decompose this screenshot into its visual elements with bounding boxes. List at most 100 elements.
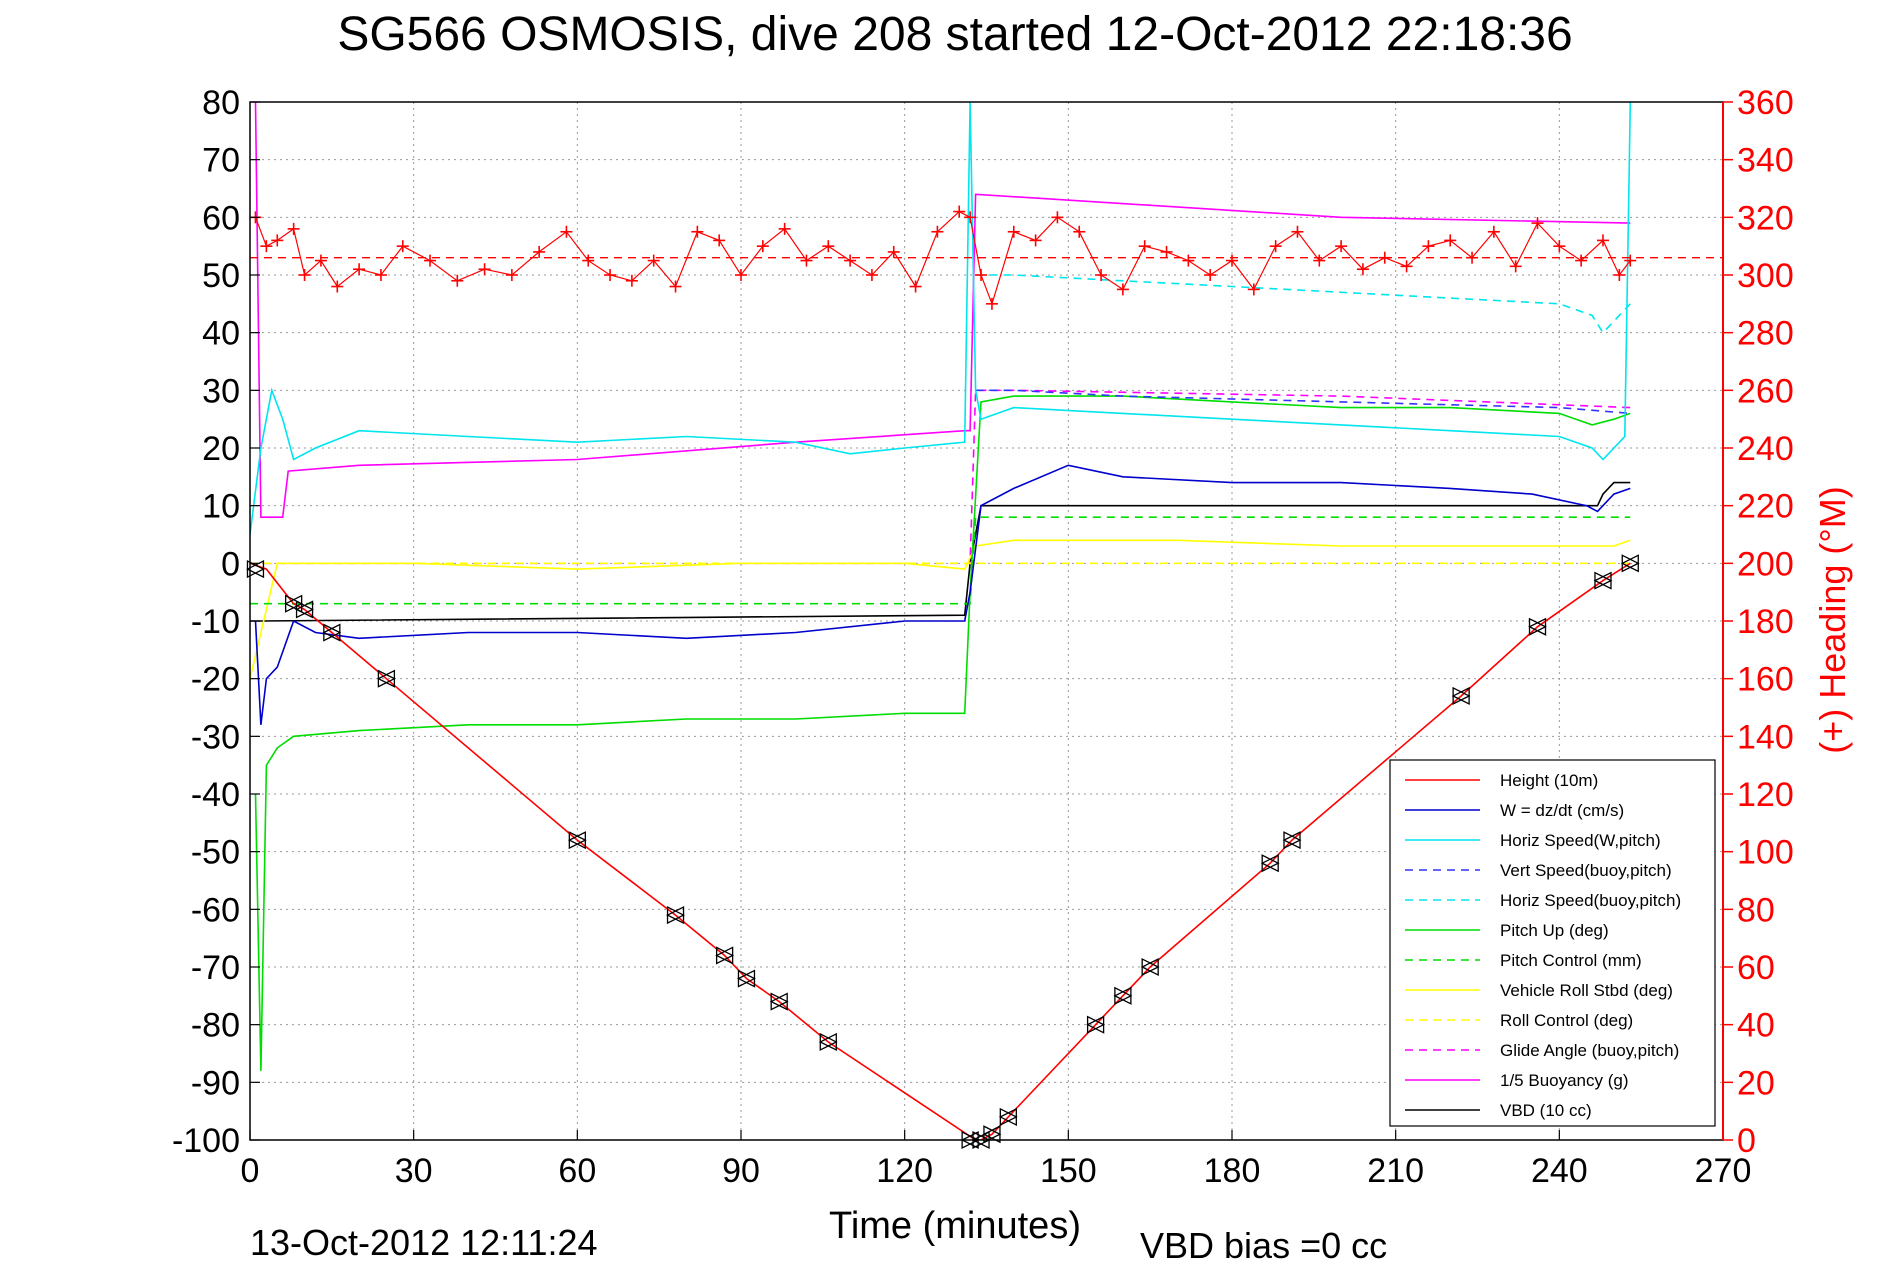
heading-point bbox=[451, 274, 464, 287]
vbd-bias-footer: VBD bias =0 cc bbox=[1140, 1225, 1387, 1262]
heading-point bbox=[353, 263, 366, 276]
legend-item-vbd-10-cc: VBD (10 cc) bbox=[1405, 1101, 1592, 1120]
heading-point bbox=[1613, 269, 1626, 281]
heading-point bbox=[1575, 254, 1588, 267]
right-y-tick-label: 180 bbox=[1737, 603, 1794, 641]
heading-point bbox=[931, 225, 944, 238]
right-y-tick-label: 100 bbox=[1737, 834, 1794, 872]
x-tick-label: 30 bbox=[395, 1152, 433, 1190]
x-tick-label: 210 bbox=[1367, 1152, 1424, 1190]
heading-point bbox=[1553, 240, 1566, 253]
legend-box bbox=[1389, 759, 1716, 1127]
legend-label: Vehicle Roll Stbd (deg) bbox=[1500, 981, 1673, 1000]
depth-marker bbox=[1113, 986, 1133, 1005]
heading-point bbox=[1313, 254, 1326, 267]
left-y-tick-label: 20 bbox=[202, 430, 240, 468]
heading-point bbox=[1269, 240, 1282, 253]
heading-point bbox=[1247, 283, 1260, 296]
legend-label: Vert Speed(buoy,pitch) bbox=[1500, 861, 1672, 880]
heading-point bbox=[1356, 263, 1369, 276]
left-y-tick-label: -30 bbox=[191, 718, 240, 756]
legend-label: Horiz Speed(W,pitch) bbox=[1500, 831, 1661, 850]
heading-point bbox=[1400, 260, 1413, 273]
heading-point bbox=[1029, 234, 1042, 247]
right-y-tick-label: 80 bbox=[1737, 891, 1775, 929]
heading-point bbox=[822, 240, 835, 253]
right-y-tick-label: 20 bbox=[1737, 1064, 1775, 1102]
right-y-tick-label: 120 bbox=[1737, 776, 1794, 814]
right-y-tick-label: 300 bbox=[1737, 257, 1794, 295]
x-tick-label: 60 bbox=[558, 1152, 596, 1190]
left-y-tick-label: 80 bbox=[202, 84, 240, 122]
heading-point bbox=[625, 274, 638, 287]
series-vehicle-roll-stbd-deg bbox=[250, 539, 1631, 679]
heading-point bbox=[647, 254, 660, 267]
left-y-axis-ticks: -100-90-80-70-60-50-40-30-20-10010203040… bbox=[172, 84, 260, 1160]
legend-item-1-5-buoyancy-g: 1/5 Buoyancy (g) bbox=[1405, 1071, 1629, 1090]
timestamp-footer: 13-Oct-2012 12:11:24 bbox=[250, 1222, 598, 1262]
heading-point bbox=[713, 234, 726, 247]
heading-point bbox=[1051, 211, 1064, 224]
legend-item-vert-speed-buoy-pitch: Vert Speed(buoy,pitch) bbox=[1405, 861, 1672, 880]
legend-item-vehicle-roll-stbd-deg: Vehicle Roll Stbd (deg) bbox=[1405, 981, 1673, 1000]
heading-point bbox=[1116, 283, 1129, 296]
left-y-tick-label: -40 bbox=[191, 776, 240, 814]
heading-point bbox=[1073, 225, 1086, 238]
depth-marker bbox=[666, 906, 685, 925]
legend-label: Roll Control (deg) bbox=[1500, 1011, 1633, 1030]
heading-point bbox=[314, 254, 327, 267]
heading-point bbox=[1466, 251, 1479, 264]
heading-point bbox=[424, 254, 437, 267]
heading-point bbox=[985, 297, 998, 310]
legend-label: Pitch Control (mm) bbox=[1500, 951, 1642, 970]
depth-marker bbox=[567, 831, 587, 850]
legend-item-w-dz-dt-cm-s: W = dz/dt (cm/s) bbox=[1405, 801, 1624, 820]
left-y-tick-label: 0 bbox=[221, 545, 240, 583]
right-y-tick-label: 220 bbox=[1737, 488, 1794, 526]
heading-layer bbox=[250, 205, 1723, 310]
heading-point bbox=[735, 269, 747, 281]
heading-point bbox=[1335, 240, 1348, 253]
depth-marker bbox=[982, 1125, 1002, 1144]
chart-title: SG566 OSMOSIS, dive 208 started 12-Oct-2… bbox=[337, 8, 1572, 61]
heading-point bbox=[271, 234, 284, 247]
right-y-tick-label: 60 bbox=[1737, 949, 1775, 987]
left-y-tick-label: -80 bbox=[191, 1007, 240, 1045]
legend-item-horiz-speed-w-pitch: Horiz Speed(W,pitch) bbox=[1405, 831, 1661, 850]
heading-point bbox=[1487, 225, 1500, 238]
heading-point bbox=[1422, 240, 1435, 253]
legend-items: Height (10m) W = dz/dt (cm/s) Horiz Speed(… bbox=[1405, 771, 1681, 1120]
depth-marker bbox=[1260, 854, 1280, 873]
right-y-axis-ticks: 0 20 40 60 80 100 120 140 160 180 200 220 240 260 280 3… bbox=[1722, 84, 1794, 1160]
depth-markers bbox=[246, 554, 1640, 1150]
heading-point bbox=[1596, 234, 1609, 247]
heading-point bbox=[478, 263, 491, 276]
heading-point bbox=[778, 222, 791, 235]
right-y-tick-label: 260 bbox=[1737, 372, 1794, 410]
heading-point bbox=[756, 240, 769, 253]
right-y-tick-label: 40 bbox=[1737, 1007, 1775, 1045]
heading-point bbox=[1095, 269, 1108, 281]
heading-point bbox=[909, 280, 922, 293]
depth-marker bbox=[769, 992, 789, 1011]
x-tick-label: 270 bbox=[1695, 1152, 1752, 1190]
heading-point bbox=[1204, 269, 1217, 281]
left-y-tick-label: 60 bbox=[202, 199, 240, 237]
left-y-tick-label: -70 bbox=[191, 949, 240, 987]
series-vert-speed-buoy-pitch bbox=[975, 389, 1631, 415]
heading-point bbox=[964, 211, 977, 224]
depth-marker bbox=[737, 969, 756, 988]
depth-marker bbox=[376, 669, 396, 688]
right-y-tick-label: 0 bbox=[1737, 1122, 1756, 1160]
legend-label: Glide Angle (buoy,pitch) bbox=[1500, 1041, 1679, 1060]
right-y-tick-label: 340 bbox=[1737, 142, 1794, 180]
series-w-dz-dt-cm-s bbox=[254, 464, 1631, 725]
heading-point bbox=[953, 205, 966, 218]
legend-label: Height (10m) bbox=[1500, 771, 1598, 790]
heading-point bbox=[975, 269, 988, 281]
heading-point bbox=[533, 245, 546, 258]
heading-point bbox=[374, 269, 387, 281]
left-y-tick-label: -10 bbox=[191, 603, 240, 641]
series-pitch-up-deg bbox=[254, 395, 1631, 1071]
